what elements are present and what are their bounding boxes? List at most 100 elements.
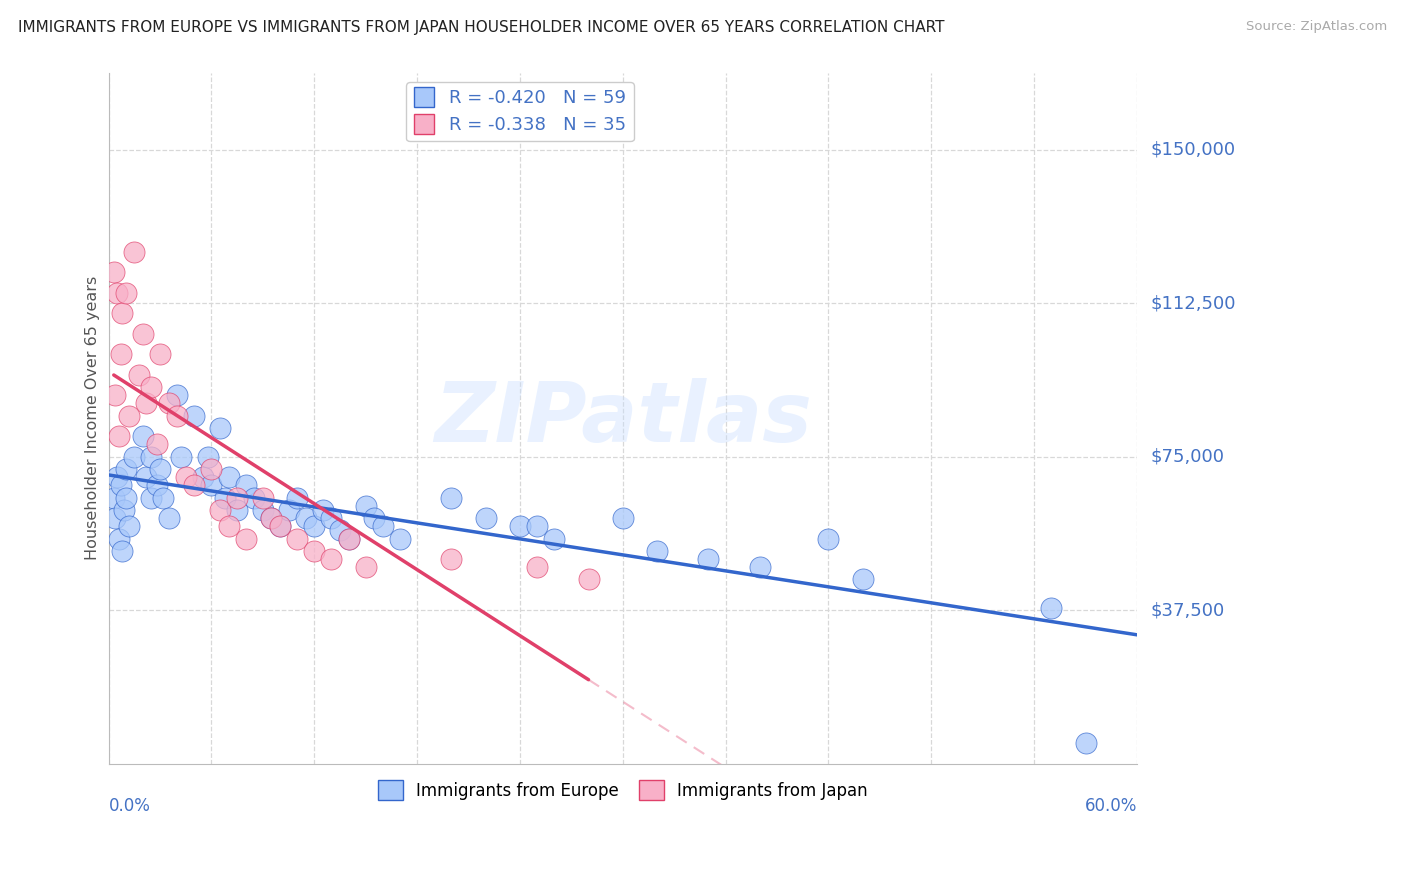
Point bbox=[294, 511, 316, 525]
Point bbox=[141, 491, 163, 505]
Point bbox=[114, 462, 136, 476]
Point bbox=[252, 491, 274, 505]
Point bbox=[157, 396, 180, 410]
Point bbox=[103, 265, 125, 279]
Point bbox=[354, 560, 377, 574]
Point bbox=[218, 470, 240, 484]
Point bbox=[145, 437, 167, 451]
Point bbox=[108, 532, 131, 546]
Point bbox=[337, 532, 360, 546]
Point bbox=[226, 503, 249, 517]
Point bbox=[149, 347, 172, 361]
Point bbox=[111, 543, 134, 558]
Point bbox=[141, 380, 163, 394]
Point bbox=[440, 552, 463, 566]
Text: $112,500: $112,500 bbox=[1152, 294, 1236, 312]
Point bbox=[285, 491, 308, 505]
Point bbox=[371, 519, 394, 533]
Point bbox=[260, 511, 283, 525]
Point bbox=[388, 532, 411, 546]
Y-axis label: Householder Income Over 65 years: Householder Income Over 65 years bbox=[86, 277, 100, 560]
Point bbox=[1040, 601, 1063, 615]
Point bbox=[817, 532, 839, 546]
Point bbox=[103, 491, 125, 505]
Point bbox=[321, 552, 343, 566]
Point bbox=[104, 511, 127, 525]
Point bbox=[110, 347, 132, 361]
Point bbox=[208, 503, 231, 517]
Point bbox=[135, 470, 157, 484]
Point bbox=[269, 519, 291, 533]
Point bbox=[105, 470, 128, 484]
Point bbox=[183, 409, 205, 423]
Point bbox=[852, 573, 875, 587]
Point bbox=[354, 499, 377, 513]
Point bbox=[697, 552, 720, 566]
Point bbox=[114, 285, 136, 300]
Point bbox=[645, 543, 668, 558]
Point bbox=[174, 470, 197, 484]
Point bbox=[218, 519, 240, 533]
Point bbox=[329, 524, 352, 538]
Point bbox=[200, 462, 222, 476]
Point bbox=[104, 388, 127, 402]
Point bbox=[132, 326, 155, 341]
Point bbox=[114, 491, 136, 505]
Point bbox=[260, 511, 283, 525]
Point bbox=[152, 491, 174, 505]
Point bbox=[748, 560, 770, 574]
Point bbox=[235, 478, 257, 492]
Point bbox=[108, 429, 131, 443]
Point bbox=[200, 478, 222, 492]
Point bbox=[285, 532, 308, 546]
Text: Source: ZipAtlas.com: Source: ZipAtlas.com bbox=[1247, 20, 1388, 33]
Point bbox=[312, 503, 335, 517]
Point bbox=[118, 409, 141, 423]
Point bbox=[183, 478, 205, 492]
Point bbox=[105, 285, 128, 300]
Point bbox=[118, 519, 141, 533]
Point bbox=[112, 503, 135, 517]
Point bbox=[124, 245, 146, 260]
Point bbox=[111, 306, 134, 320]
Point bbox=[124, 450, 146, 464]
Point bbox=[214, 491, 236, 505]
Text: $75,000: $75,000 bbox=[1152, 448, 1225, 466]
Point bbox=[132, 429, 155, 443]
Point bbox=[321, 511, 343, 525]
Point bbox=[612, 511, 634, 525]
Point bbox=[252, 503, 274, 517]
Point bbox=[110, 478, 132, 492]
Text: 60.0%: 60.0% bbox=[1084, 797, 1137, 814]
Point bbox=[157, 511, 180, 525]
Point bbox=[526, 519, 548, 533]
Text: IMMIGRANTS FROM EUROPE VS IMMIGRANTS FROM JAPAN HOUSEHOLDER INCOME OVER 65 YEARS: IMMIGRANTS FROM EUROPE VS IMMIGRANTS FRO… bbox=[18, 20, 945, 35]
Point bbox=[474, 511, 496, 525]
Point bbox=[169, 450, 191, 464]
Text: ZIPatlas: ZIPatlas bbox=[434, 378, 811, 458]
Point bbox=[243, 491, 266, 505]
Point bbox=[191, 470, 214, 484]
Point bbox=[277, 503, 299, 517]
Point bbox=[149, 462, 172, 476]
Point bbox=[197, 450, 219, 464]
Point bbox=[526, 560, 548, 574]
Point bbox=[166, 388, 188, 402]
Text: 0.0%: 0.0% bbox=[108, 797, 150, 814]
Point bbox=[141, 450, 163, 464]
Point bbox=[166, 409, 188, 423]
Point bbox=[304, 519, 326, 533]
Point bbox=[509, 519, 531, 533]
Point bbox=[304, 543, 326, 558]
Point bbox=[578, 573, 600, 587]
Point bbox=[269, 519, 291, 533]
Point bbox=[135, 396, 157, 410]
Text: $150,000: $150,000 bbox=[1152, 141, 1236, 159]
Point bbox=[128, 368, 150, 382]
Point bbox=[235, 532, 257, 546]
Point bbox=[440, 491, 463, 505]
Point bbox=[363, 511, 385, 525]
Point bbox=[145, 478, 167, 492]
Point bbox=[226, 491, 249, 505]
Legend: R = -0.420   N = 59, R = -0.338   N = 35: R = -0.420 N = 59, R = -0.338 N = 35 bbox=[406, 82, 634, 142]
